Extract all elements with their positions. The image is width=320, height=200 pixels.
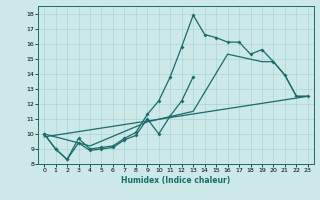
X-axis label: Humidex (Indice chaleur): Humidex (Indice chaleur): [121, 176, 231, 185]
